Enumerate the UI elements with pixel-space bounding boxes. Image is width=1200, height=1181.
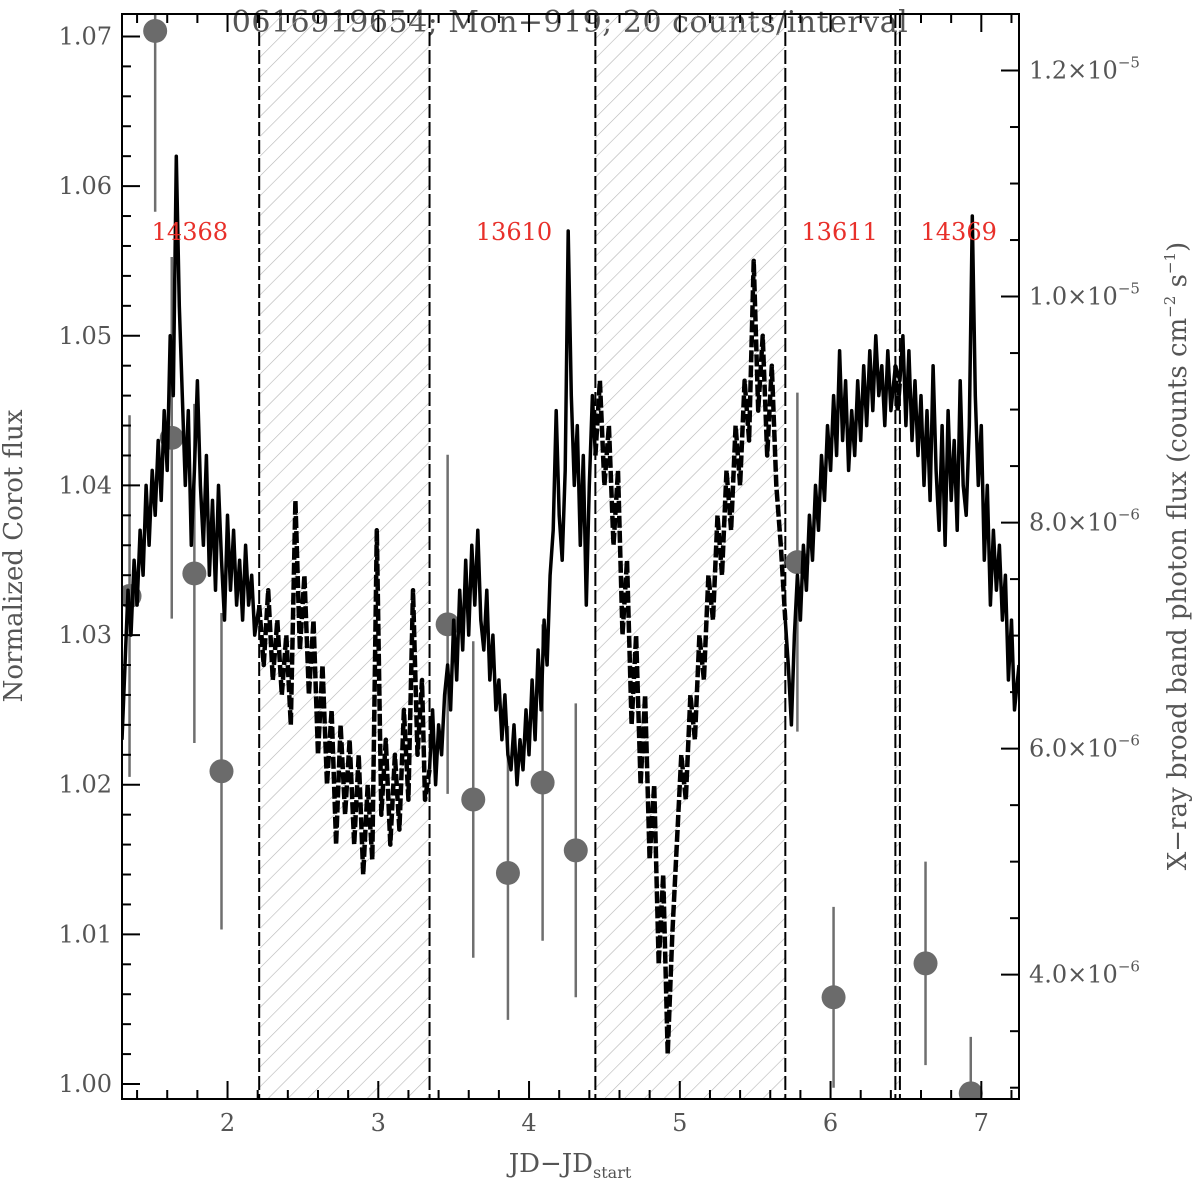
x-tick-label-1: 3	[371, 1109, 386, 1137]
xray-point-1	[143, 18, 168, 43]
y-right-label-suffix: )	[1163, 242, 1193, 252]
xray-point-7	[495, 860, 520, 885]
xray-point-4	[209, 759, 234, 784]
y-right-tick-exponent: −6	[1118, 732, 1140, 750]
x-tick-label-3: 5	[672, 1109, 687, 1137]
x-tick-label-2: 4	[521, 1109, 536, 1137]
y-right-tick-mantissa: 8.0×10	[1029, 509, 1118, 537]
y-left-tick-label-7: 1.07	[59, 22, 112, 50]
gap-region-1	[595, 14, 786, 1099]
x-axis: 2 3 4 5 6 7	[136, 14, 1013, 1137]
y-right-tick-label-1: 6.0×10−6	[1029, 732, 1140, 763]
observation-labels: 14368 13610 13611 14369	[152, 218, 997, 246]
x-axis-label-main: JD−JD	[506, 1149, 593, 1179]
xray-point-8	[530, 770, 555, 795]
y-right-label-prefix: X−ray broad band photon flux (counts cm	[1163, 318, 1193, 870]
y-right-tick-exponent: −5	[1118, 280, 1140, 298]
y-right-label-exp1: −2	[1161, 296, 1179, 318]
corot-curve-gap-segment-2	[893, 365, 903, 413]
y-right-tick-exponent: −6	[1118, 506, 1140, 524]
x-tick-label-4: 6	[823, 1109, 838, 1137]
xray-point-11	[821, 985, 846, 1010]
y-right-tick-mantissa: 1.0×10	[1029, 283, 1118, 311]
x-tick-label-5: 7	[974, 1109, 989, 1137]
xray-point-6	[461, 787, 486, 812]
gap-region-0	[259, 14, 430, 1099]
y-left-tick-label-2: 1.02	[59, 771, 112, 799]
y-left-tick-label-3: 1.03	[59, 621, 112, 649]
y-axis-left-label: Normalized Corot flux	[0, 409, 29, 702]
xray-point-3	[182, 561, 207, 586]
y-right-tick-label-0: 4.0×10−6	[1029, 958, 1140, 989]
y-right-tick-label-2: 8.0×10−6	[1029, 506, 1140, 537]
y-right-tick-label-4: 1.2×10−5	[1029, 54, 1140, 85]
gap-regions	[259, 14, 900, 1099]
x-axis-label-sub: start	[593, 1163, 632, 1181]
xray-series	[122, 14, 983, 1099]
y-left-tick-label-6: 1.06	[59, 172, 112, 200]
observation-label-2: 13611	[801, 218, 877, 246]
y-left-tick-label-1: 1.01	[59, 920, 112, 948]
y-left-tick-label-0: 1.00	[59, 1070, 112, 1098]
xray-point-9	[563, 838, 588, 863]
xray-point-13	[958, 1081, 983, 1099]
plot-frame	[121, 13, 1020, 1100]
x-tick-label-0: 2	[220, 1109, 235, 1137]
corot-curve-gap-segment-1	[593, 258, 788, 1057]
y-axis-right-label: X−ray broad band photon flux (counts cm−…	[1161, 242, 1193, 870]
y-right-tick-mantissa: 6.0×10	[1029, 735, 1118, 763]
corot-series	[122, 154, 1019, 1057]
corot-curve-gap-segment-0	[256, 498, 432, 877]
y-right-tick-mantissa: 1.2×10	[1029, 57, 1118, 85]
y-right-label-exp2: −1	[1161, 252, 1179, 274]
y-axis-left: 1.00 1.01 1.02 1.03 1.04 1.05 1.06 1.07	[59, 22, 140, 1098]
y-right-tick-exponent: −6	[1118, 958, 1140, 976]
xray-point-12	[913, 951, 938, 976]
y-right-tick-label-3: 1.0×10−5	[1029, 280, 1140, 311]
y-right-label-mid: s	[1163, 274, 1193, 296]
y-axis-right: 4.0×10−66.0×10−68.0×10−61.0×10−51.2×10−5	[1001, 54, 1140, 1089]
observation-label-1: 13610	[476, 218, 552, 246]
window-boundaries	[258, 14, 901, 1099]
y-right-tick-exponent: −5	[1118, 54, 1140, 72]
y-left-tick-label-4: 1.04	[59, 471, 112, 499]
corot-curve-segment-0	[122, 154, 261, 740]
corot-curve-segment-1	[427, 229, 598, 787]
x-axis-label: JD−JDstart	[506, 1149, 632, 1181]
observation-label-3: 14369	[921, 218, 997, 246]
y-left-tick-label-5: 1.05	[59, 322, 112, 350]
corot-curve-segment-2	[783, 214, 1019, 727]
observation-label-0: 14368	[152, 218, 228, 246]
gap-region-2	[895, 14, 900, 1099]
y-right-tick-mantissa: 4.0×10	[1029, 961, 1118, 989]
